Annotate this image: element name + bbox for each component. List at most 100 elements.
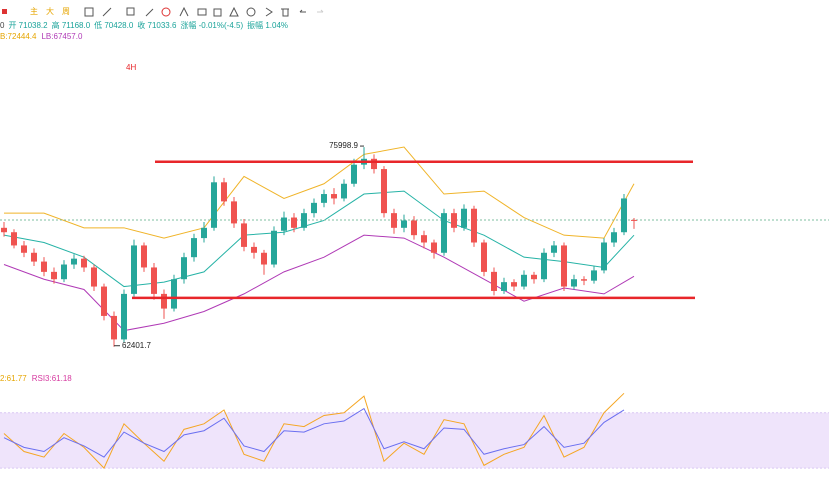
ohlc-info: 开 71038.2: [8, 21, 48, 30]
candle-body: [401, 220, 407, 228]
candle-body: [491, 271, 497, 291]
candle-body: [471, 208, 477, 243]
candle-body: [31, 252, 37, 262]
rsi-line: [3, 392, 625, 470]
candle-body: [411, 220, 417, 236]
candle-body: [11, 232, 17, 246]
candle-body: [201, 227, 207, 239]
interval-label: 4H: [126, 63, 136, 72]
candle-body: [1, 227, 7, 233]
candle-body: [91, 267, 97, 287]
annotation: 62401.7: [122, 341, 151, 350]
annotation: 75998.9: [329, 141, 358, 150]
candle-body: [111, 315, 117, 340]
candle-body: [281, 217, 287, 231]
candle-body: [441, 213, 447, 253]
candle-body: [581, 279, 587, 281]
toolbar-icon[interactable]: [102, 7, 112, 17]
candle-body: [431, 242, 437, 253]
toolbar-icon[interactable]: [161, 7, 171, 17]
rsi-line: [3, 407, 625, 458]
candle-body: [51, 271, 57, 280]
candle-body: [451, 213, 457, 228]
candle-body: [551, 245, 557, 253]
toolbar-icon[interactable]: [281, 8, 289, 17]
candle-body: [421, 235, 427, 243]
candle-body: [171, 279, 177, 309]
candle-body: [41, 261, 47, 272]
candle-body: [241, 223, 247, 247]
candle-body: [61, 264, 67, 280]
candle-body: [481, 242, 487, 272]
toolbar-icon[interactable]: [317, 9, 324, 13]
candle-body: [541, 252, 547, 280]
candle-body: [191, 238, 197, 258]
candle-body: [621, 198, 627, 233]
candle-body: [101, 286, 107, 316]
toolbar-icon[interactable]: [145, 8, 154, 17]
candle-body: [251, 246, 257, 253]
candle-body: [521, 274, 527, 287]
toolbar-icon[interactable]: [213, 8, 222, 17]
candle-body: [211, 182, 217, 228]
toolbar-icon[interactable]: [229, 6, 239, 17]
candle-body: [231, 201, 237, 224]
toolbar-label[interactable]: 大: [46, 6, 54, 16]
ohlc-info: 振幅 1.04%: [247, 20, 288, 30]
candle-body: [371, 158, 377, 170]
candle-body: [571, 279, 577, 287]
rsi-label: RSI3:61.18: [32, 374, 73, 383]
toolbar-icon[interactable]: [197, 8, 207, 16]
candle-body: [511, 282, 517, 287]
toolbar-icon[interactable]: [179, 6, 189, 17]
candle-body: [321, 194, 327, 203]
candle-body: [81, 258, 87, 268]
candle-body: [131, 245, 137, 294]
band-info: B:72444.4: [0, 32, 37, 41]
toolbar-label[interactable]: 主: [30, 6, 38, 16]
band-info: LB:67457.0: [41, 32, 82, 41]
ohlc-info: 收 71033.6: [137, 20, 177, 30]
candle-body: [181, 257, 187, 280]
candle-body: [531, 274, 537, 280]
ohlc-info: 低 70428.0: [94, 20, 134, 30]
candle-body: [141, 245, 147, 268]
candle-body: [71, 258, 77, 265]
candle-body: [311, 202, 317, 214]
rsi-label: 2:61.77: [0, 374, 27, 383]
toolbar: [2, 6, 324, 17]
toolbar-icon[interactable]: [2, 9, 7, 14]
candle-body: [381, 169, 387, 214]
toolbar-icon[interactable]: [265, 7, 273, 17]
candle-body: [341, 183, 347, 199]
candle-body: [221, 182, 227, 202]
toolbar-icon[interactable]: [246, 7, 256, 17]
candle-body: [631, 219, 637, 221]
ohlc-info: 高 71168.0: [52, 20, 91, 30]
candle-body: [261, 252, 267, 265]
candle-body: [121, 293, 127, 340]
candle-body: [601, 242, 607, 271]
rsi-band: [0, 412, 829, 469]
candle-body: [501, 282, 507, 291]
ohlc-info: 0: [0, 21, 5, 30]
candle-body: [351, 164, 357, 184]
candle-body: [331, 194, 337, 199]
candle-body: [301, 213, 307, 228]
candle-body: [591, 270, 597, 281]
toolbar-icon[interactable]: [126, 7, 135, 16]
toolbar-icon[interactable]: [265, 8, 306, 13]
candle-body: [561, 245, 567, 287]
ohlc-info: 涨幅 -0.01%(-4.5): [180, 20, 243, 30]
bollinger-line: [4, 146, 635, 239]
candle-body: [161, 293, 167, 309]
toolbar-icon[interactable]: [84, 7, 94, 17]
toolbar-label[interactable]: 周: [62, 7, 70, 16]
candle-body: [391, 213, 397, 228]
candle-body: [21, 245, 27, 253]
candle-body: [461, 208, 467, 228]
candle-body: [151, 267, 157, 294]
candle-body: [271, 230, 277, 265]
